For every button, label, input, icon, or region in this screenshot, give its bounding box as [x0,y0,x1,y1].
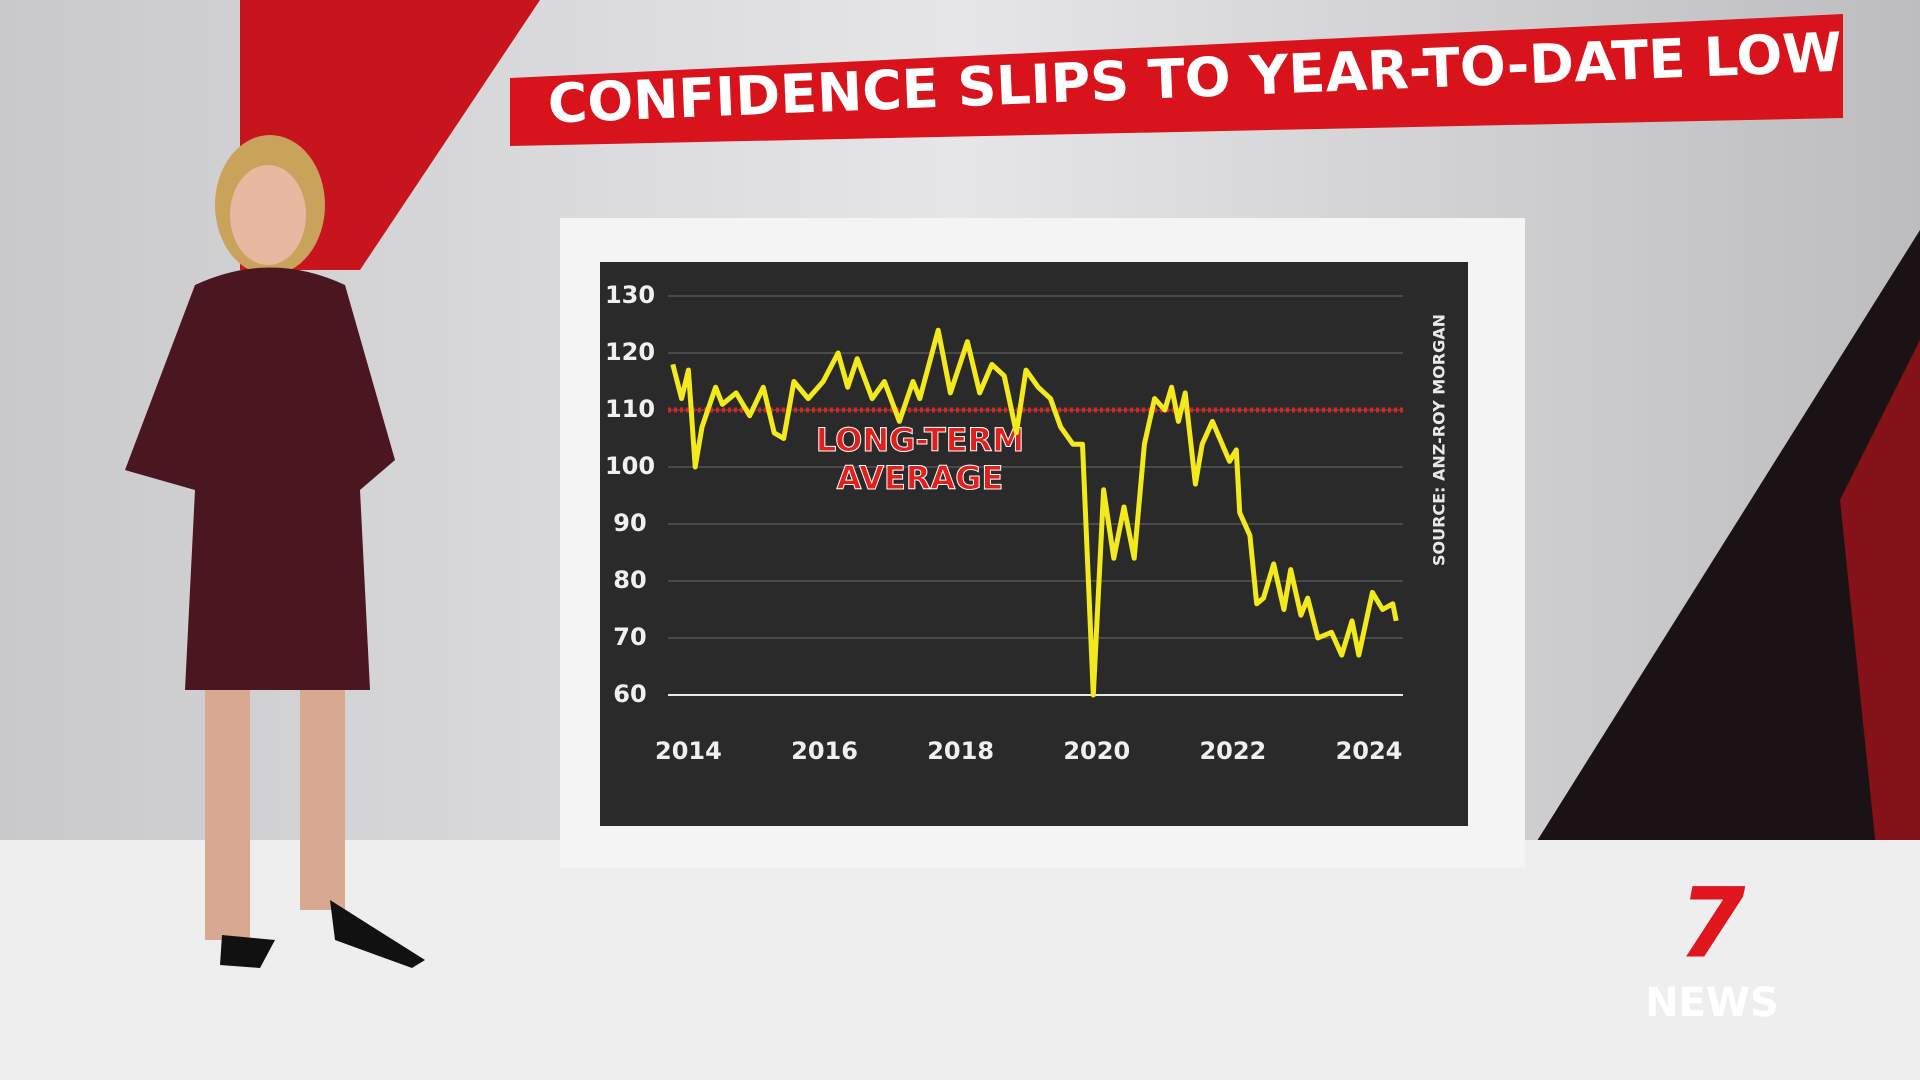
x-tick-label: 2022 [1199,737,1266,765]
source: SOURCE: ANZ-ROY MORGAN [1430,314,1449,566]
average-label: LONG-TERM [816,421,1024,459]
y-tick-label: 90 [613,509,646,537]
x-tick-label: 2020 [1063,737,1130,765]
y-tick-label: 110 [605,395,655,423]
logo-mark: 7 [1679,867,1746,979]
data-line [670,327,1399,698]
plot-panel [600,262,1468,826]
y-tick-label: 80 [613,566,646,594]
presenter [125,135,425,968]
y-tick-label: 70 [613,623,646,651]
y-tick-label: 60 [613,680,646,708]
average-label: AVERAGE [837,459,1004,497]
title-banner [510,14,1843,146]
y-tick-label: 100 [605,452,655,480]
x-tick-label: 2018 [927,737,994,765]
floor [0,840,1920,1080]
y-tick-label: 120 [605,338,655,366]
x-tick-label: 2024 [1336,737,1403,765]
plot: 60 70 80 90 100 110 120 130 2014 2016 2018 2020 2022… [605,281,1403,765]
logo-text: NEWS [1645,980,1779,1026]
x-tick-label: 2016 [791,737,858,765]
x-tick-label: 2014 [655,737,722,765]
y-tick-label: 130 [605,281,655,309]
